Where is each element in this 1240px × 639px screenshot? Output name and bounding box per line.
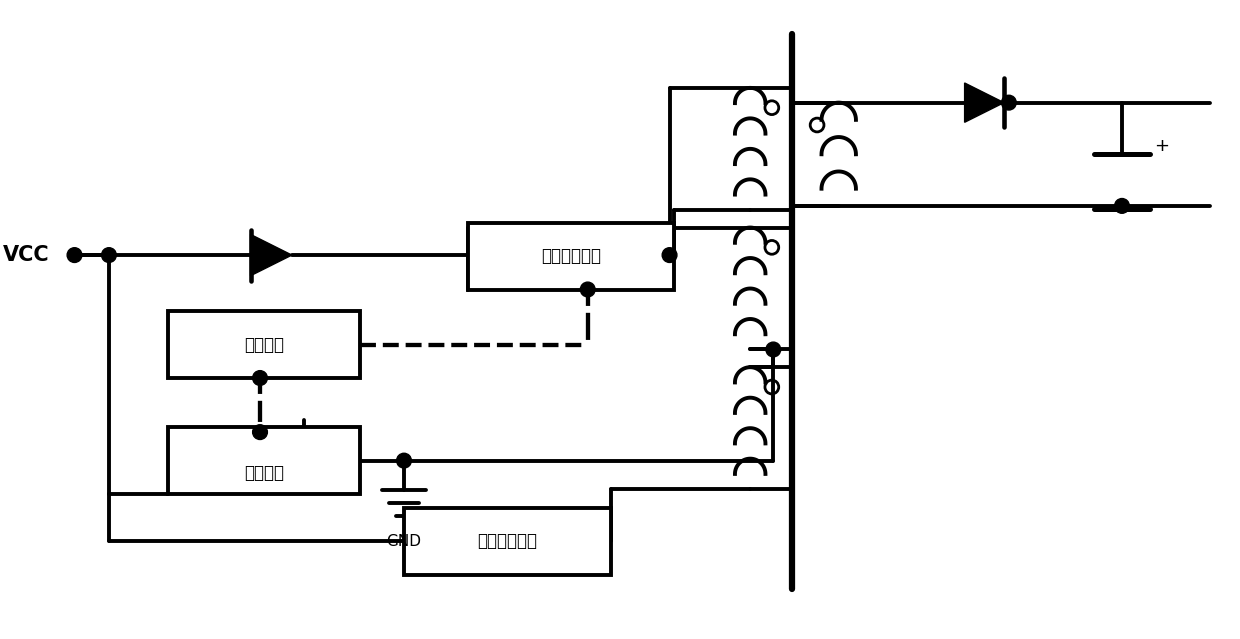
Text: +: + (1154, 137, 1169, 155)
Text: 正激储能模块: 正激储能模块 (477, 532, 537, 550)
Text: 采样模块: 采样模块 (244, 335, 284, 353)
Polygon shape (965, 83, 1004, 122)
Circle shape (766, 342, 781, 357)
Bar (467, 222, 675, 289)
Bar (167, 311, 360, 378)
Text: 反激储能模块: 反激储能模块 (541, 247, 601, 265)
Polygon shape (250, 235, 291, 276)
Bar (404, 508, 610, 574)
Circle shape (397, 453, 412, 468)
Text: GND: GND (387, 534, 422, 549)
Circle shape (253, 425, 268, 440)
Circle shape (67, 248, 82, 263)
Text: 开关模块: 开关模块 (244, 464, 284, 482)
Circle shape (253, 371, 268, 385)
Circle shape (1002, 95, 1017, 110)
Circle shape (580, 282, 595, 297)
Bar (167, 427, 360, 494)
Circle shape (1115, 199, 1130, 213)
Circle shape (662, 248, 677, 263)
Text: VCC: VCC (4, 245, 50, 265)
Circle shape (102, 248, 117, 263)
